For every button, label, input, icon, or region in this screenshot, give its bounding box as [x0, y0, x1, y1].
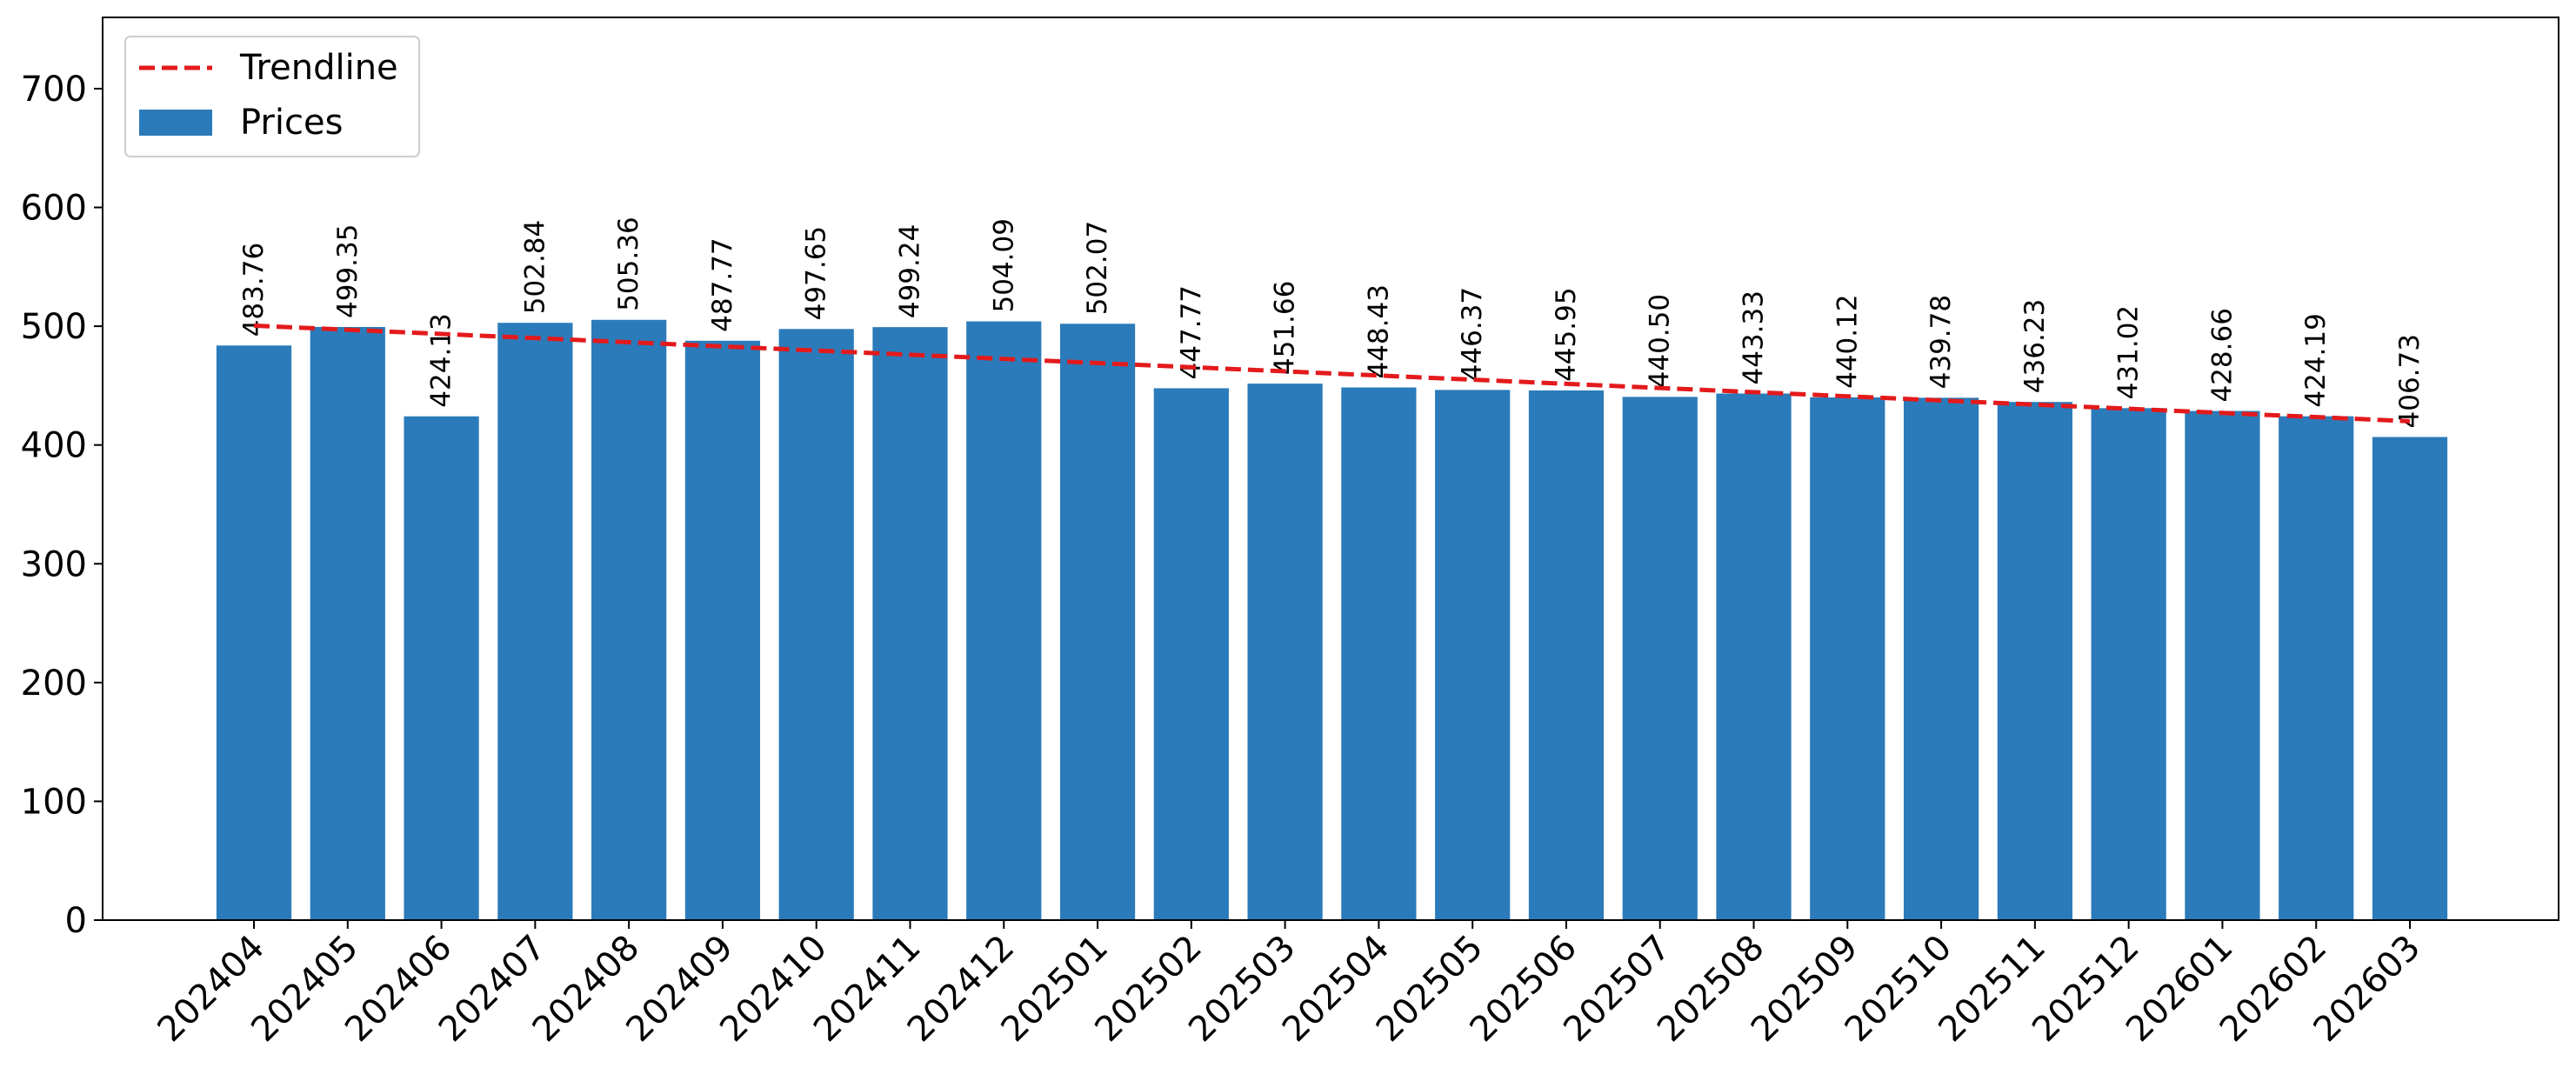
data-labels-layer: 483.76 499.35 424.13 502.84 505.36 487.77 497.…: [238, 217, 2426, 428]
bar: [1341, 387, 1417, 920]
data-label: 487.77: [707, 237, 738, 331]
bar: [310, 326, 385, 920]
y-tick-label: 200: [21, 664, 87, 704]
bar: [1997, 402, 2072, 920]
bar: [1247, 384, 1323, 920]
bars-layer: [216, 319, 2448, 921]
data-label: 428.66: [2206, 308, 2238, 402]
data-label: 446.37: [1457, 287, 1488, 381]
bar: [216, 345, 292, 921]
data-label: 440.12: [1832, 294, 1863, 388]
data-label: 499.24: [894, 224, 925, 318]
bar: [1435, 390, 1511, 920]
data-label: 447.77: [1176, 285, 1207, 379]
data-label: 483.76: [238, 243, 270, 337]
bar: [872, 327, 948, 920]
trendline: [253, 323, 2411, 424]
data-label: 424.19: [2300, 313, 2332, 407]
bar: [684, 340, 761, 921]
y-tick-label: 400: [21, 426, 87, 466]
bar: [1528, 390, 1605, 921]
data-label: 406.73: [2394, 334, 2426, 428]
data-label: 436.23: [2019, 299, 2051, 393]
y-axis: 0 100 200 300 400 500 600 700: [21, 70, 103, 941]
data-label: 502.84: [519, 220, 551, 314]
bar: [2091, 408, 2166, 921]
data-label: 448.43: [1363, 284, 1394, 378]
legend: Trendline Prices: [124, 36, 420, 157]
y-tick-label: 700: [21, 70, 87, 110]
axes-frame: [102, 17, 2559, 921]
y-tick-label: 100: [21, 782, 87, 822]
bar: [591, 319, 667, 920]
y-tick-label: 300: [21, 544, 87, 584]
y-tick-label: 500: [21, 307, 87, 347]
x-axis: 2024042024052024062024072024082024092024…: [150, 920, 2428, 1050]
bar: [497, 323, 573, 920]
bar: [1903, 397, 1979, 920]
data-label: 440.50: [1645, 294, 1676, 388]
bar: [1716, 393, 1792, 921]
legend-trendline-label: Trendline: [239, 48, 398, 88]
data-label: 439.78: [1925, 295, 1957, 389]
data-label: 504.09: [988, 218, 1019, 312]
bar: [404, 416, 479, 920]
bar: [778, 329, 854, 920]
bar: [1059, 324, 1136, 920]
y-tick-label: 0: [65, 901, 87, 941]
data-label: 443.33: [1738, 290, 1770, 384]
data-label: 499.35: [332, 224, 364, 318]
data-label: 431.02: [2113, 305, 2145, 399]
y-tick-label: 600: [21, 189, 87, 229]
data-label: 497.65: [801, 226, 832, 320]
bar: [1810, 397, 1885, 920]
data-label: 505.36: [613, 217, 644, 310]
bar: [2185, 410, 2260, 921]
data-label: 424.13: [426, 313, 457, 407]
bar: [1622, 397, 1698, 920]
bar: [2372, 437, 2448, 921]
legend-prices-swatch: [139, 110, 212, 136]
data-label: 502.07: [1082, 221, 1113, 315]
bar: [1153, 388, 1229, 921]
data-label: 451.66: [1270, 281, 1301, 375]
trendline-layer: [253, 323, 2411, 424]
data-label: 445.95: [1551, 287, 1582, 381]
bar: [2279, 416, 2354, 920]
bar: [966, 321, 1042, 921]
legend-prices-label: Prices: [240, 103, 343, 143]
